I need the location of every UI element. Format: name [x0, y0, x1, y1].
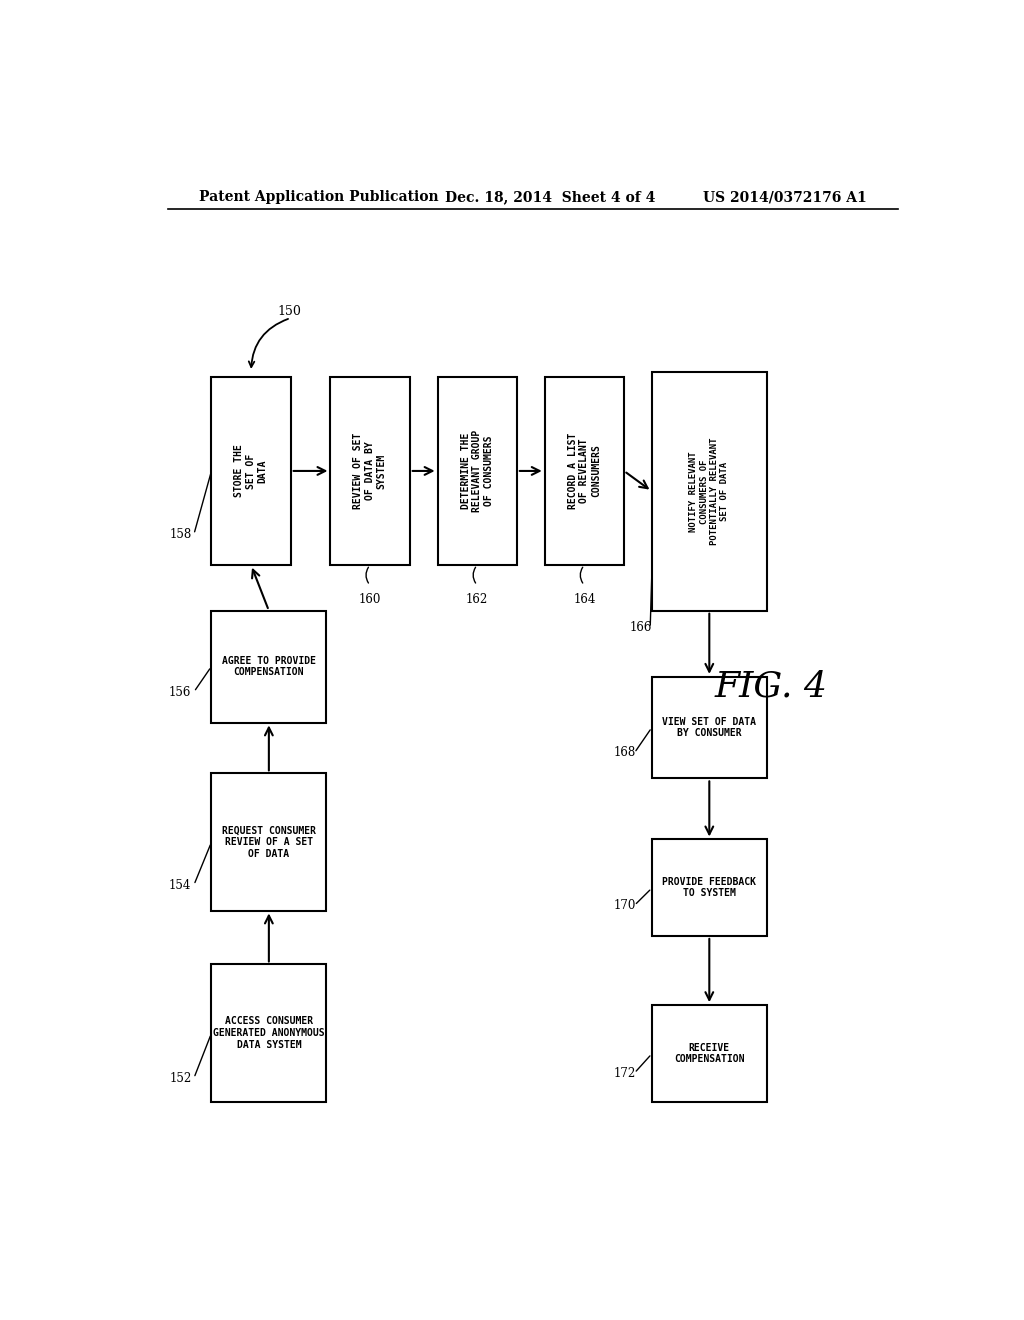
Bar [545, 378, 624, 565]
Text: 168: 168 [613, 747, 636, 759]
Text: Patent Application Publication: Patent Application Publication [200, 190, 439, 205]
Bar [652, 840, 767, 936]
Text: 164: 164 [573, 594, 596, 606]
Text: PROVIDE FEEDBACK
TO SYSTEM: PROVIDE FEEDBACK TO SYSTEM [663, 876, 757, 899]
Bar [211, 378, 291, 565]
Text: 152: 152 [169, 1072, 191, 1085]
Text: RECEIVE
COMPENSATION: RECEIVE COMPENSATION [674, 1043, 744, 1064]
Text: US 2014/0372176 A1: US 2014/0372176 A1 [703, 190, 867, 205]
Bar [652, 1005, 767, 1102]
Text: 172: 172 [613, 1067, 636, 1080]
Text: VIEW SET OF DATA
BY CONSUMER: VIEW SET OF DATA BY CONSUMER [663, 717, 757, 738]
Text: 158: 158 [169, 528, 191, 541]
Text: 160: 160 [358, 594, 381, 606]
Text: 156: 156 [169, 685, 191, 698]
Bar [211, 611, 327, 722]
Bar [652, 372, 767, 611]
Text: Dec. 18, 2014  Sheet 4 of 4: Dec. 18, 2014 Sheet 4 of 4 [445, 190, 655, 205]
Text: 162: 162 [466, 594, 488, 606]
Bar [331, 378, 410, 565]
Text: 154: 154 [169, 879, 191, 891]
Text: 150: 150 [278, 305, 301, 318]
Bar [211, 965, 327, 1102]
Text: AGREE TO PROVIDE
COMPENSATION: AGREE TO PROVIDE COMPENSATION [222, 656, 315, 677]
Bar [211, 774, 327, 911]
Bar [652, 677, 767, 779]
Text: STORE THE
SET OF
DATA: STORE THE SET OF DATA [234, 445, 267, 498]
Bar [437, 378, 517, 565]
Text: REQUEST CONSUMER
REVIEW OF A SET
OF DATA: REQUEST CONSUMER REVIEW OF A SET OF DATA [222, 825, 315, 858]
Text: REVIEW OF SET
OF DATA BY
SYSTEM: REVIEW OF SET OF DATA BY SYSTEM [353, 433, 387, 510]
Text: RECORD A LIST
OF REVELANT
CONSUMERS: RECORD A LIST OF REVELANT CONSUMERS [567, 433, 601, 510]
Text: 170: 170 [613, 899, 636, 912]
Text: 166: 166 [630, 622, 652, 635]
Text: NOTIFY RELEVANT
CONSUMERS OF
POTENTIALLY RELEVANT
SET OF DATA: NOTIFY RELEVANT CONSUMERS OF POTENTIALLY… [689, 437, 729, 545]
Text: ACCESS CONSUMER
GENERATED ANONYMOUS
DATA SYSTEM: ACCESS CONSUMER GENERATED ANONYMOUS DATA… [213, 1016, 325, 1049]
Text: FIG. 4: FIG. 4 [715, 671, 827, 704]
Text: DETERMINE THE
RELEVANT GROUP
OF CONSUMERS: DETERMINE THE RELEVANT GROUP OF CONSUMER… [461, 430, 494, 512]
